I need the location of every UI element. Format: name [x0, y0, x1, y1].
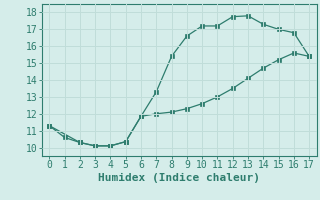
X-axis label: Humidex (Indice chaleur): Humidex (Indice chaleur)	[98, 173, 260, 183]
